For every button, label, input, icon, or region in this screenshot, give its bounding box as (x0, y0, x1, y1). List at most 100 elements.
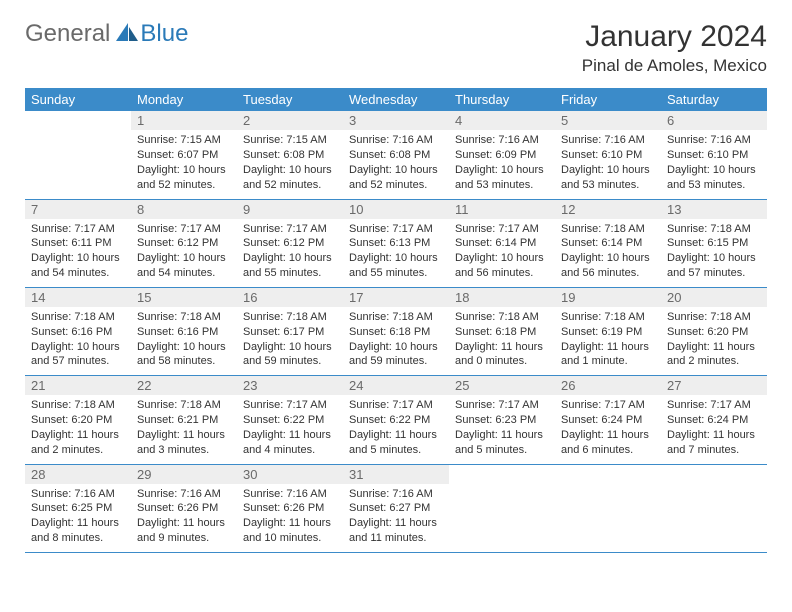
sunset-text: Sunset: 6:16 PM (31, 325, 125, 340)
daylight-text: Daylight: 10 hours and 53 minutes. (455, 163, 549, 193)
daylight-text: Daylight: 10 hours and 54 minutes. (137, 251, 231, 281)
sunrise-text: Sunrise: 7:18 AM (349, 310, 443, 325)
sunrise-text: Sunrise: 7:16 AM (31, 487, 125, 502)
calendar-day-cell (661, 464, 767, 552)
day-number: 9 (237, 200, 343, 219)
daylight-text: Daylight: 11 hours and 4 minutes. (243, 428, 337, 458)
day-content: Sunrise: 7:16 AMSunset: 6:26 PMDaylight:… (237, 484, 343, 552)
calendar-day-cell: 23Sunrise: 7:17 AMSunset: 6:22 PMDayligh… (237, 376, 343, 464)
daylight-text: Daylight: 11 hours and 2 minutes. (667, 340, 761, 370)
day-content: Sunrise: 7:16 AMSunset: 6:26 PMDaylight:… (131, 484, 237, 552)
calendar-day-cell (449, 464, 555, 552)
daylight-text: Daylight: 10 hours and 56 minutes. (455, 251, 549, 281)
weekday-header: Saturday (661, 88, 767, 111)
day-number: 12 (555, 200, 661, 219)
calendar-week-row: 7Sunrise: 7:17 AMSunset: 6:11 PMDaylight… (25, 199, 767, 287)
daylight-text: Daylight: 11 hours and 5 minutes. (349, 428, 443, 458)
calendar-day-cell: 16Sunrise: 7:18 AMSunset: 6:17 PMDayligh… (237, 287, 343, 375)
sunset-text: Sunset: 6:18 PM (349, 325, 443, 340)
sunrise-text: Sunrise: 7:17 AM (455, 222, 549, 237)
sunset-text: Sunset: 6:22 PM (243, 413, 337, 428)
weekday-header: Friday (555, 88, 661, 111)
day-number: 20 (661, 288, 767, 307)
daylight-text: Daylight: 10 hours and 53 minutes. (561, 163, 655, 193)
calendar-day-cell: 5Sunrise: 7:16 AMSunset: 6:10 PMDaylight… (555, 111, 661, 199)
day-content: Sunrise: 7:16 AMSunset: 6:08 PMDaylight:… (343, 130, 449, 198)
day-number: 14 (25, 288, 131, 307)
logo: General Blue (25, 20, 188, 48)
calendar-body: 1Sunrise: 7:15 AMSunset: 6:07 PMDaylight… (25, 111, 767, 553)
day-number: 29 (131, 465, 237, 484)
calendar-day-cell: 30Sunrise: 7:16 AMSunset: 6:26 PMDayligh… (237, 464, 343, 552)
daylight-text: Daylight: 10 hours and 57 minutes. (31, 340, 125, 370)
sunset-text: Sunset: 6:11 PM (31, 236, 125, 251)
day-number: 3 (343, 111, 449, 130)
sunset-text: Sunset: 6:19 PM (561, 325, 655, 340)
logo-sail-icon (114, 21, 140, 48)
sunset-text: Sunset: 6:24 PM (561, 413, 655, 428)
day-number: 6 (661, 111, 767, 130)
sunrise-text: Sunrise: 7:17 AM (31, 222, 125, 237)
sunrise-text: Sunrise: 7:17 AM (349, 222, 443, 237)
sunrise-text: Sunrise: 7:17 AM (667, 398, 761, 413)
calendar-day-cell: 28Sunrise: 7:16 AMSunset: 6:25 PMDayligh… (25, 464, 131, 552)
day-content: Sunrise: 7:16 AMSunset: 6:10 PMDaylight:… (661, 130, 767, 198)
calendar-day-cell: 14Sunrise: 7:18 AMSunset: 6:16 PMDayligh… (25, 287, 131, 375)
day-number: 28 (25, 465, 131, 484)
calendar-day-cell: 6Sunrise: 7:16 AMSunset: 6:10 PMDaylight… (661, 111, 767, 199)
sunset-text: Sunset: 6:26 PM (243, 501, 337, 516)
daylight-text: Daylight: 10 hours and 55 minutes. (349, 251, 443, 281)
day-content: Sunrise: 7:17 AMSunset: 6:14 PMDaylight:… (449, 219, 555, 287)
calendar-day-cell: 26Sunrise: 7:17 AMSunset: 6:24 PMDayligh… (555, 376, 661, 464)
day-content: Sunrise: 7:15 AMSunset: 6:07 PMDaylight:… (131, 130, 237, 198)
sunrise-text: Sunrise: 7:18 AM (455, 310, 549, 325)
day-number: 13 (661, 200, 767, 219)
sunrise-text: Sunrise: 7:17 AM (243, 222, 337, 237)
sunrise-text: Sunrise: 7:18 AM (31, 398, 125, 413)
calendar-day-cell: 9Sunrise: 7:17 AMSunset: 6:12 PMDaylight… (237, 199, 343, 287)
day-number: 10 (343, 200, 449, 219)
day-content: Sunrise: 7:15 AMSunset: 6:08 PMDaylight:… (237, 130, 343, 198)
weekday-header: Thursday (449, 88, 555, 111)
month-title: January 2024 (582, 20, 767, 54)
sunrise-text: Sunrise: 7:18 AM (243, 310, 337, 325)
sunset-text: Sunset: 6:14 PM (561, 236, 655, 251)
sunset-text: Sunset: 6:20 PM (667, 325, 761, 340)
sunset-text: Sunset: 6:15 PM (667, 236, 761, 251)
sunrise-text: Sunrise: 7:16 AM (667, 133, 761, 148)
sunset-text: Sunset: 6:25 PM (31, 501, 125, 516)
calendar-day-cell: 2Sunrise: 7:15 AMSunset: 6:08 PMDaylight… (237, 111, 343, 199)
day-number: 1 (131, 111, 237, 130)
day-content: Sunrise: 7:18 AMSunset: 6:16 PMDaylight:… (25, 307, 131, 375)
sunset-text: Sunset: 6:27 PM (349, 501, 443, 516)
day-number: 16 (237, 288, 343, 307)
sunrise-text: Sunrise: 7:16 AM (243, 487, 337, 502)
sunset-text: Sunset: 6:18 PM (455, 325, 549, 340)
calendar-day-cell (25, 111, 131, 199)
sunrise-text: Sunrise: 7:17 AM (137, 222, 231, 237)
day-number: 27 (661, 376, 767, 395)
daylight-text: Daylight: 11 hours and 5 minutes. (455, 428, 549, 458)
calendar-day-cell: 21Sunrise: 7:18 AMSunset: 6:20 PMDayligh… (25, 376, 131, 464)
calendar-day-cell: 7Sunrise: 7:17 AMSunset: 6:11 PMDaylight… (25, 199, 131, 287)
calendar-day-cell: 12Sunrise: 7:18 AMSunset: 6:14 PMDayligh… (555, 199, 661, 287)
day-content: Sunrise: 7:18 AMSunset: 6:15 PMDaylight:… (661, 219, 767, 287)
sunrise-text: Sunrise: 7:18 AM (137, 310, 231, 325)
sunset-text: Sunset: 6:26 PM (137, 501, 231, 516)
daylight-text: Daylight: 10 hours and 56 minutes. (561, 251, 655, 281)
day-number: 15 (131, 288, 237, 307)
daylight-text: Daylight: 10 hours and 57 minutes. (667, 251, 761, 281)
day-number: 23 (237, 376, 343, 395)
sunset-text: Sunset: 6:16 PM (137, 325, 231, 340)
day-content: Sunrise: 7:17 AMSunset: 6:22 PMDaylight:… (237, 395, 343, 463)
day-content: Sunrise: 7:17 AMSunset: 6:12 PMDaylight:… (131, 219, 237, 287)
day-content: Sunrise: 7:18 AMSunset: 6:18 PMDaylight:… (343, 307, 449, 375)
day-number: 5 (555, 111, 661, 130)
calendar-day-cell (555, 464, 661, 552)
calendar-day-cell: 27Sunrise: 7:17 AMSunset: 6:24 PMDayligh… (661, 376, 767, 464)
calendar-day-cell: 22Sunrise: 7:18 AMSunset: 6:21 PMDayligh… (131, 376, 237, 464)
day-content: Sunrise: 7:17 AMSunset: 6:23 PMDaylight:… (449, 395, 555, 463)
sunset-text: Sunset: 6:10 PM (667, 148, 761, 163)
calendar-week-row: 14Sunrise: 7:18 AMSunset: 6:16 PMDayligh… (25, 287, 767, 375)
day-number: 31 (343, 465, 449, 484)
